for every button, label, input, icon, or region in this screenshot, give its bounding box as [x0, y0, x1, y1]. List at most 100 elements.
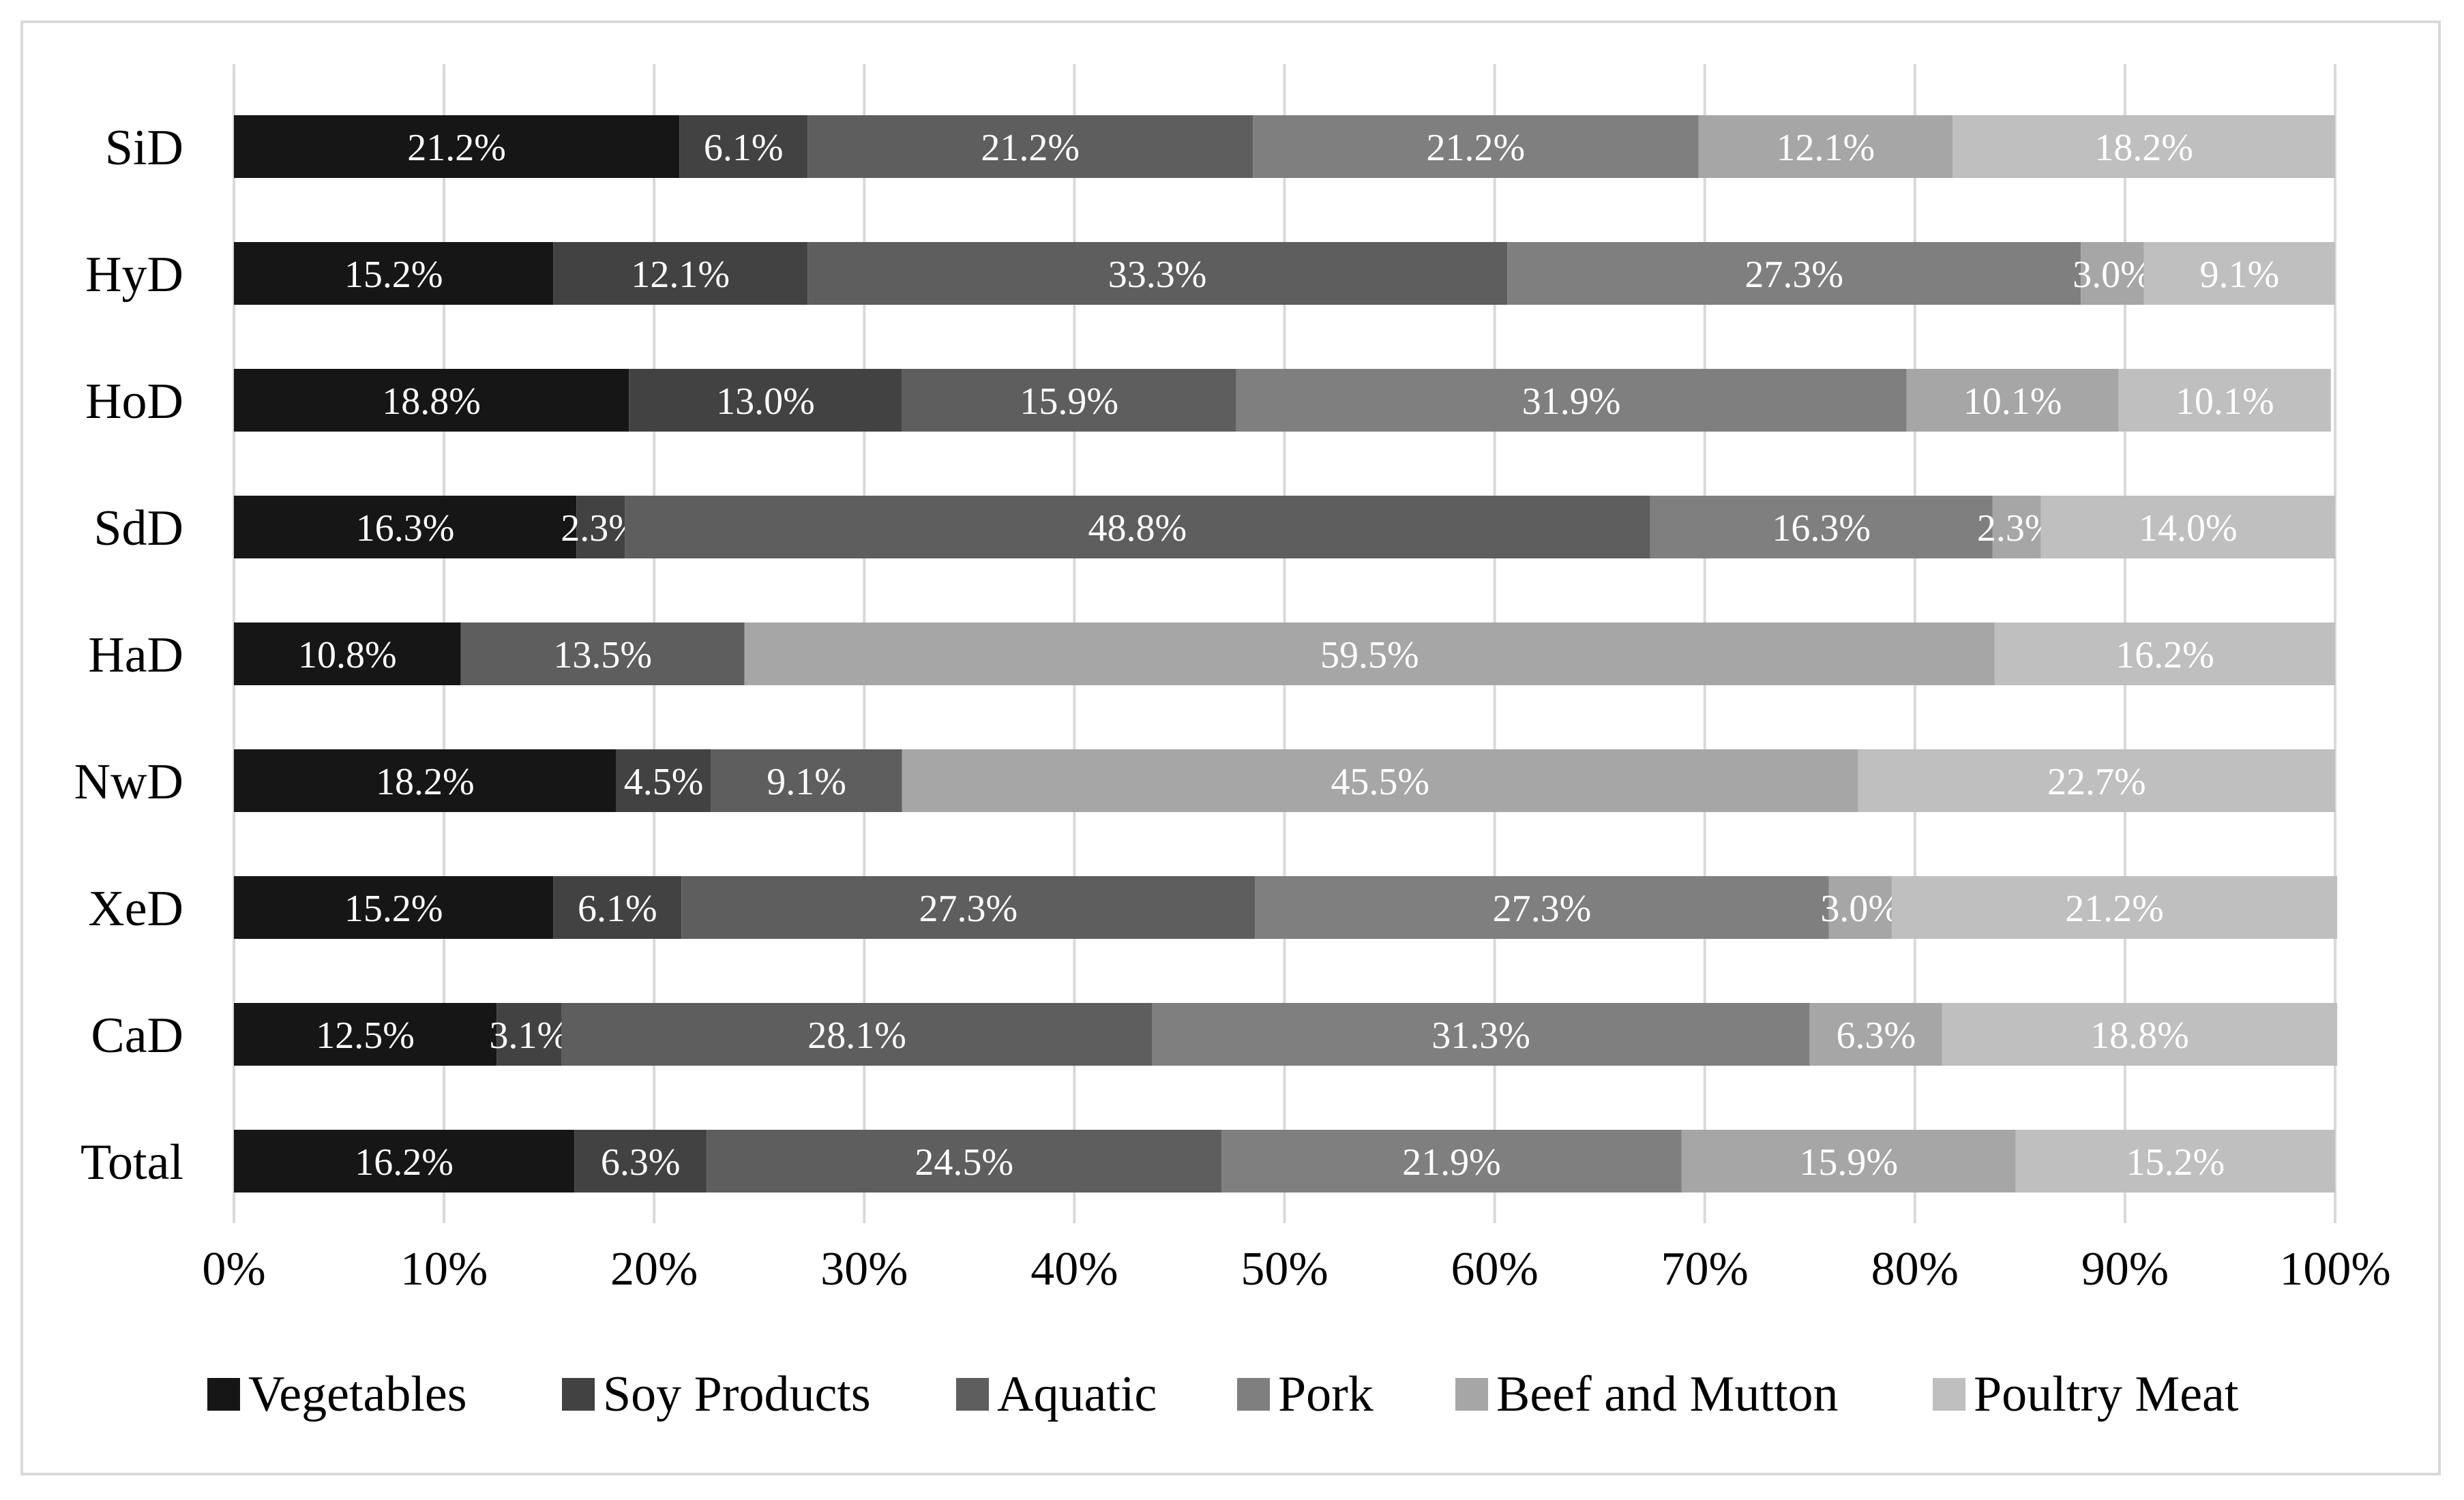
data-label: 3.1%	[490, 1015, 569, 1057]
legend-label: Vegetables	[248, 1366, 467, 1422]
legend-label: Pork	[1278, 1366, 1374, 1422]
bar-segment	[2015, 1130, 2335, 1192]
bar-segment	[711, 749, 902, 812]
data-label: 16.2%	[355, 1141, 454, 1184]
data-label: 6.1%	[578, 888, 657, 930]
x-tick-label: 100%	[2279, 1243, 2390, 1295]
bar-segment	[1236, 369, 1907, 432]
data-label: 21.2%	[407, 127, 506, 169]
bar-segment	[496, 1003, 562, 1066]
data-label: 12.1%	[631, 254, 730, 296]
bar-segment	[744, 622, 1995, 685]
data-label: 9.1%	[2199, 254, 2279, 296]
category-label: Total	[80, 1135, 183, 1190]
data-label: 16.3%	[1772, 507, 1871, 550]
data-label: 24.5%	[915, 1141, 1013, 1184]
legend-swatch	[1933, 1378, 1965, 1411]
bar-segment	[616, 749, 711, 812]
data-label: 3.0%	[1820, 888, 1900, 930]
bar-segment	[234, 1003, 497, 1066]
data-label: 18.2%	[2094, 127, 2193, 169]
bar-segment	[234, 115, 680, 178]
bar-segment	[1681, 1130, 2016, 1192]
data-label: 6.1%	[704, 127, 784, 169]
bar-segment	[1953, 115, 2335, 178]
bar-segment	[629, 369, 902, 432]
bar-segment	[679, 115, 808, 178]
data-label: 31.3%	[1431, 1015, 1530, 1057]
data-label: 18.8%	[382, 380, 481, 423]
bar-segment	[625, 496, 1650, 558]
data-label: 59.5%	[1320, 634, 1419, 676]
legend-label: Soy Products	[603, 1366, 871, 1422]
data-label: 48.8%	[1088, 507, 1187, 550]
data-label: 27.3%	[1493, 888, 1592, 930]
bar-segment	[234, 496, 577, 558]
bar-segment	[234, 369, 629, 432]
data-label: 16.3%	[356, 507, 455, 550]
data-label: 45.5%	[1331, 761, 1429, 803]
bar-segment	[553, 876, 682, 939]
bar-segment	[902, 369, 1236, 432]
x-tick-label: 0%	[202, 1243, 265, 1295]
data-label: 15.2%	[344, 888, 443, 930]
data-label: 18.8%	[2090, 1015, 2189, 1057]
bar-segment	[234, 622, 461, 685]
bar-segment	[1255, 876, 1829, 939]
data-label: 21.2%	[2065, 888, 2164, 930]
category-label: HoD	[85, 374, 183, 430]
data-label: 31.9%	[1522, 380, 1621, 423]
bar-segment	[460, 622, 745, 685]
value-axis: 0% 10% 20% 30% 40% 50% 60% 70% 80% 90% 100%	[202, 1243, 2390, 1295]
category-label: SdD	[93, 500, 183, 556]
bar-segment	[576, 496, 625, 558]
x-tick-label: 40%	[1030, 1243, 1118, 1295]
bar-segment	[234, 749, 617, 812]
bar-segment	[2118, 369, 2331, 432]
bars: 21.2% 6.1% 21.2% 21.2% 12.1% 18.2% 15.2% 12.1% 3…	[234, 115, 2338, 1192]
bar-segment	[1994, 622, 2335, 685]
data-label: 15.2%	[344, 254, 443, 296]
data-label: 13.5%	[553, 634, 652, 676]
bar-segment	[553, 242, 808, 305]
data-label: 14.0%	[2139, 507, 2238, 550]
data-label: 21.2%	[1427, 127, 1526, 169]
category-label: CaD	[91, 1008, 183, 1064]
data-label: 16.2%	[2116, 634, 2214, 676]
bar-segment	[1698, 115, 1953, 178]
category-label: NwD	[74, 754, 183, 810]
legend-swatch	[562, 1378, 595, 1411]
bar-segment	[1809, 1003, 1942, 1066]
category-label: HaD	[88, 627, 183, 683]
legend-label: Poultry Meat	[1974, 1366, 2239, 1422]
bar-segment	[1152, 1003, 1810, 1066]
bar-segment	[2040, 496, 2335, 558]
bar-segment	[2143, 242, 2335, 305]
category-axis: SiD HyD HoD SdD HaD NwD XeD CaD Total	[74, 120, 183, 1190]
x-tick-label: 60%	[1451, 1243, 1538, 1295]
data-label: 10.1%	[2176, 380, 2274, 423]
bar-segment	[1253, 115, 1699, 178]
x-tick-label: 70%	[1661, 1243, 1749, 1295]
bar-segment	[1650, 496, 1993, 558]
data-label: 28.1%	[807, 1015, 906, 1057]
data-label: 6.3%	[1836, 1015, 1916, 1057]
data-label: 15.9%	[1020, 380, 1118, 423]
data-label: 6.3%	[601, 1141, 681, 1184]
bar-segment	[807, 242, 1508, 305]
data-label: 33.3%	[1108, 254, 1207, 296]
bar-segment	[574, 1130, 707, 1192]
bar-segment	[1507, 242, 2081, 305]
data-label: 10.8%	[298, 634, 397, 676]
bar-segment	[2081, 242, 2144, 305]
bar-segment	[1891, 876, 2338, 939]
x-tick-label: 50%	[1241, 1243, 1328, 1295]
x-tick-label: 20%	[610, 1243, 698, 1295]
bar-segment	[1221, 1130, 1682, 1192]
bar-segment	[234, 1130, 575, 1192]
data-label: 18.2%	[376, 761, 475, 803]
data-label: 22.7%	[2047, 761, 2146, 803]
data-label: 3.0%	[2073, 254, 2152, 296]
bar-segment	[561, 1003, 1153, 1066]
data-label: 21.2%	[981, 127, 1080, 169]
